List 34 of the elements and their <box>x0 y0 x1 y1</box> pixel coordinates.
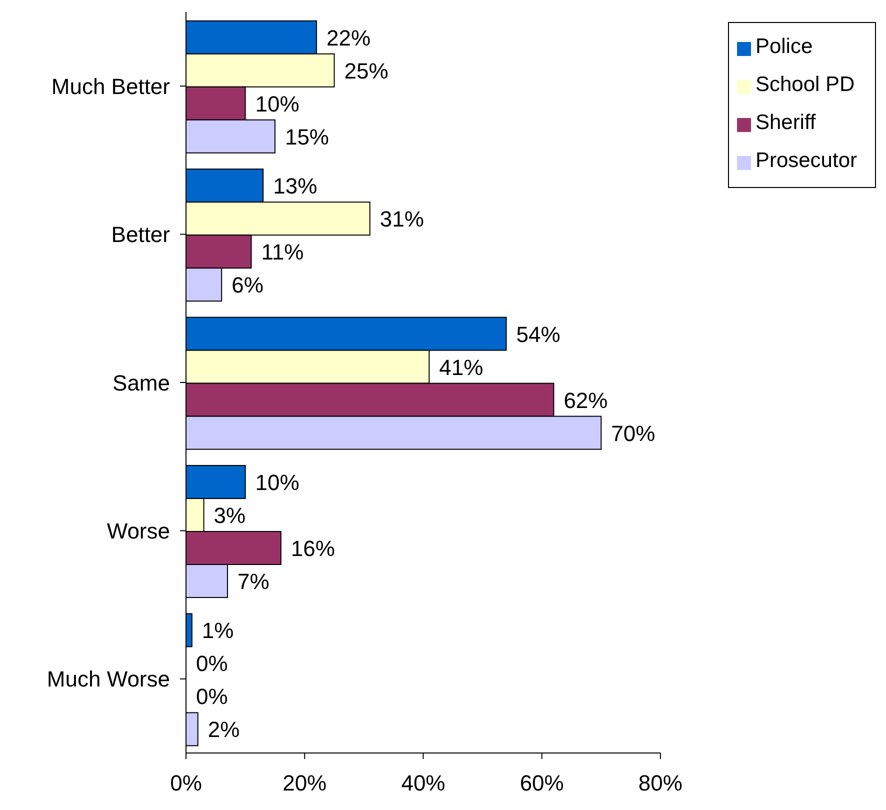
data-label: 3% <box>214 502 246 528</box>
data-label: 13% <box>273 174 318 199</box>
y-tick-label: Better <box>111 222 170 248</box>
data-label: 41% <box>439 354 484 380</box>
y-tick-label: Same <box>112 370 170 396</box>
legend-label: Prosecutor <box>755 149 857 172</box>
data-label: 62% <box>564 388 608 413</box>
data-label: 31% <box>380 206 424 232</box>
y-tick-label: Much Worse <box>46 666 170 692</box>
data-label: 0% <box>196 651 228 676</box>
data-label: 10% <box>255 91 300 116</box>
x-tick-label: 40% <box>401 770 446 796</box>
data-label: 15% <box>284 124 330 150</box>
data-label: 22% <box>326 25 371 50</box>
x-tick-label: 60% <box>520 770 564 796</box>
y-tick-label: Much Better <box>51 74 170 99</box>
data-label: 16% <box>290 536 335 561</box>
data-label: 25% <box>344 58 388 84</box>
x-tick-label: 80% <box>638 770 682 796</box>
data-label: 70% <box>611 420 656 446</box>
legend-label: School PD <box>755 73 855 96</box>
data-label: 54% <box>516 322 560 347</box>
x-tick-label: 0% <box>170 770 202 796</box>
data-label: 2% <box>208 717 240 742</box>
data-label: 0% <box>196 684 228 710</box>
legend-label: Sheriff <box>755 111 816 134</box>
data-label: 6% <box>232 272 264 298</box>
data-label: 11% <box>261 240 304 265</box>
data-label: 1% <box>202 618 234 644</box>
data-label: 10% <box>255 470 300 495</box>
y-tick-label: Worse <box>106 518 170 544</box>
data-label: 7% <box>238 568 270 594</box>
legend-label: Police <box>755 35 813 58</box>
x-tick-label: 20% <box>282 770 327 796</box>
